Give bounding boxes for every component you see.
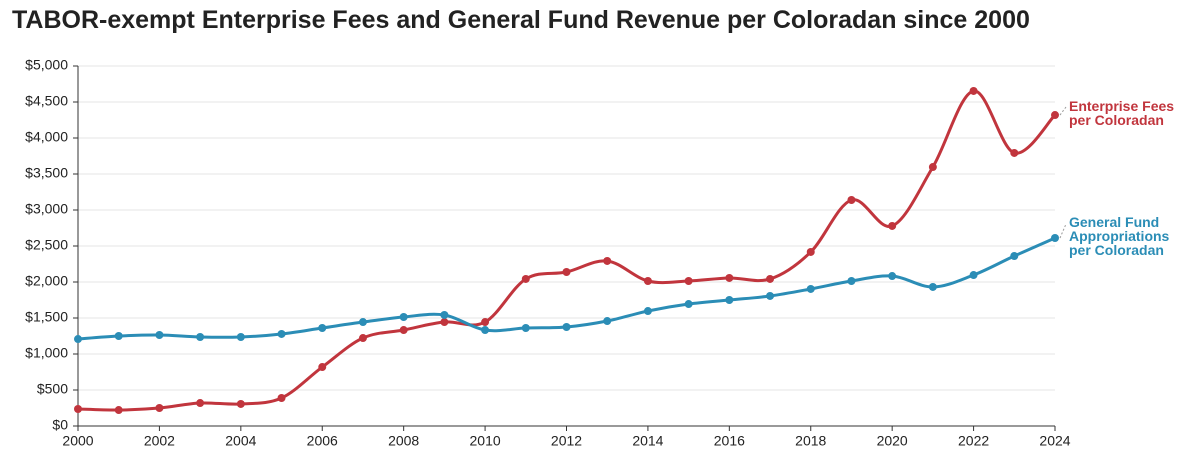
y-tick-label: $3,000 [25,201,68,217]
data-point [521,274,530,283]
data-point [1051,234,1059,243]
data-point [725,273,734,282]
data-point [928,282,937,291]
y-tick-label: $0 [52,417,68,433]
label-connector [1059,223,1067,239]
data-point [521,324,530,333]
data-point [888,221,897,230]
data-point [1051,111,1059,120]
data-point [74,335,82,344]
data-point [358,318,367,327]
data-point [643,307,652,316]
data-point [969,86,978,95]
data-point [155,404,164,412]
data-point [1010,148,1019,157]
data-point [440,318,449,327]
data-point [440,310,449,319]
data-point [277,393,286,402]
data-point [318,363,327,372]
x-tick-label: 2000 [62,433,93,449]
data-point [481,326,490,335]
y-tick-label: $4,500 [25,93,68,109]
x-tick-label: 2014 [632,433,663,449]
data-point [236,333,245,342]
label-connector [1059,106,1067,116]
data-point [114,332,123,340]
data-point [969,271,978,280]
data-point [684,276,693,285]
data-point [74,405,82,414]
data-point [766,274,775,283]
x-tick-label: 2008 [388,433,419,449]
x-tick-label: 2012 [551,433,582,449]
y-tick-label: $1,500 [25,309,68,325]
data-point [399,326,408,335]
data-point [603,256,612,265]
data-point [155,330,164,339]
data-point [603,317,612,326]
x-tick-label: 2004 [225,433,256,449]
x-tick-label: 2010 [470,433,501,449]
data-point [562,267,571,276]
chart-title: TABOR-exempt Enterprise Fees and General… [12,6,1030,34]
data-point [399,312,408,321]
data-point [766,291,775,300]
y-tick-label: $5,000 [25,57,68,73]
series-label: Enterprise Fees per Coloradan [1069,98,1175,129]
y-tick-label: $500 [37,381,68,397]
series-line [77,89,1057,412]
data-point [358,334,367,343]
x-tick-label: 2002 [144,433,175,449]
data-point [725,296,734,304]
data-point [847,195,856,204]
data-point [114,406,123,415]
series-label: General Fund Appropriations per Colorada… [1069,214,1170,258]
data-point [1010,252,1019,261]
y-tick-label: $2,000 [25,273,68,289]
data-point [196,333,205,342]
x-tick-label: 2018 [795,433,826,449]
data-point [684,300,693,309]
data-point [847,276,856,285]
x-tick-label: 2022 [958,433,989,449]
data-point [643,276,652,285]
data-point [196,399,205,408]
data-point [236,399,245,408]
y-tick-label: $4,000 [25,129,68,145]
data-point [277,329,286,338]
data-point [481,318,490,327]
data-point [928,163,937,172]
x-tick-label: 2024 [1039,433,1070,449]
y-tick-label: $2,500 [25,237,68,253]
data-point [806,247,815,256]
x-tick-label: 2006 [307,433,338,449]
y-tick-label: $3,500 [25,165,68,181]
data-point [562,323,571,331]
x-tick-label: 2016 [714,433,745,449]
y-tick-label: $1,000 [25,345,68,361]
data-point [806,284,815,293]
data-point [318,324,327,333]
data-point [888,272,897,281]
x-tick-label: 2020 [877,433,908,449]
